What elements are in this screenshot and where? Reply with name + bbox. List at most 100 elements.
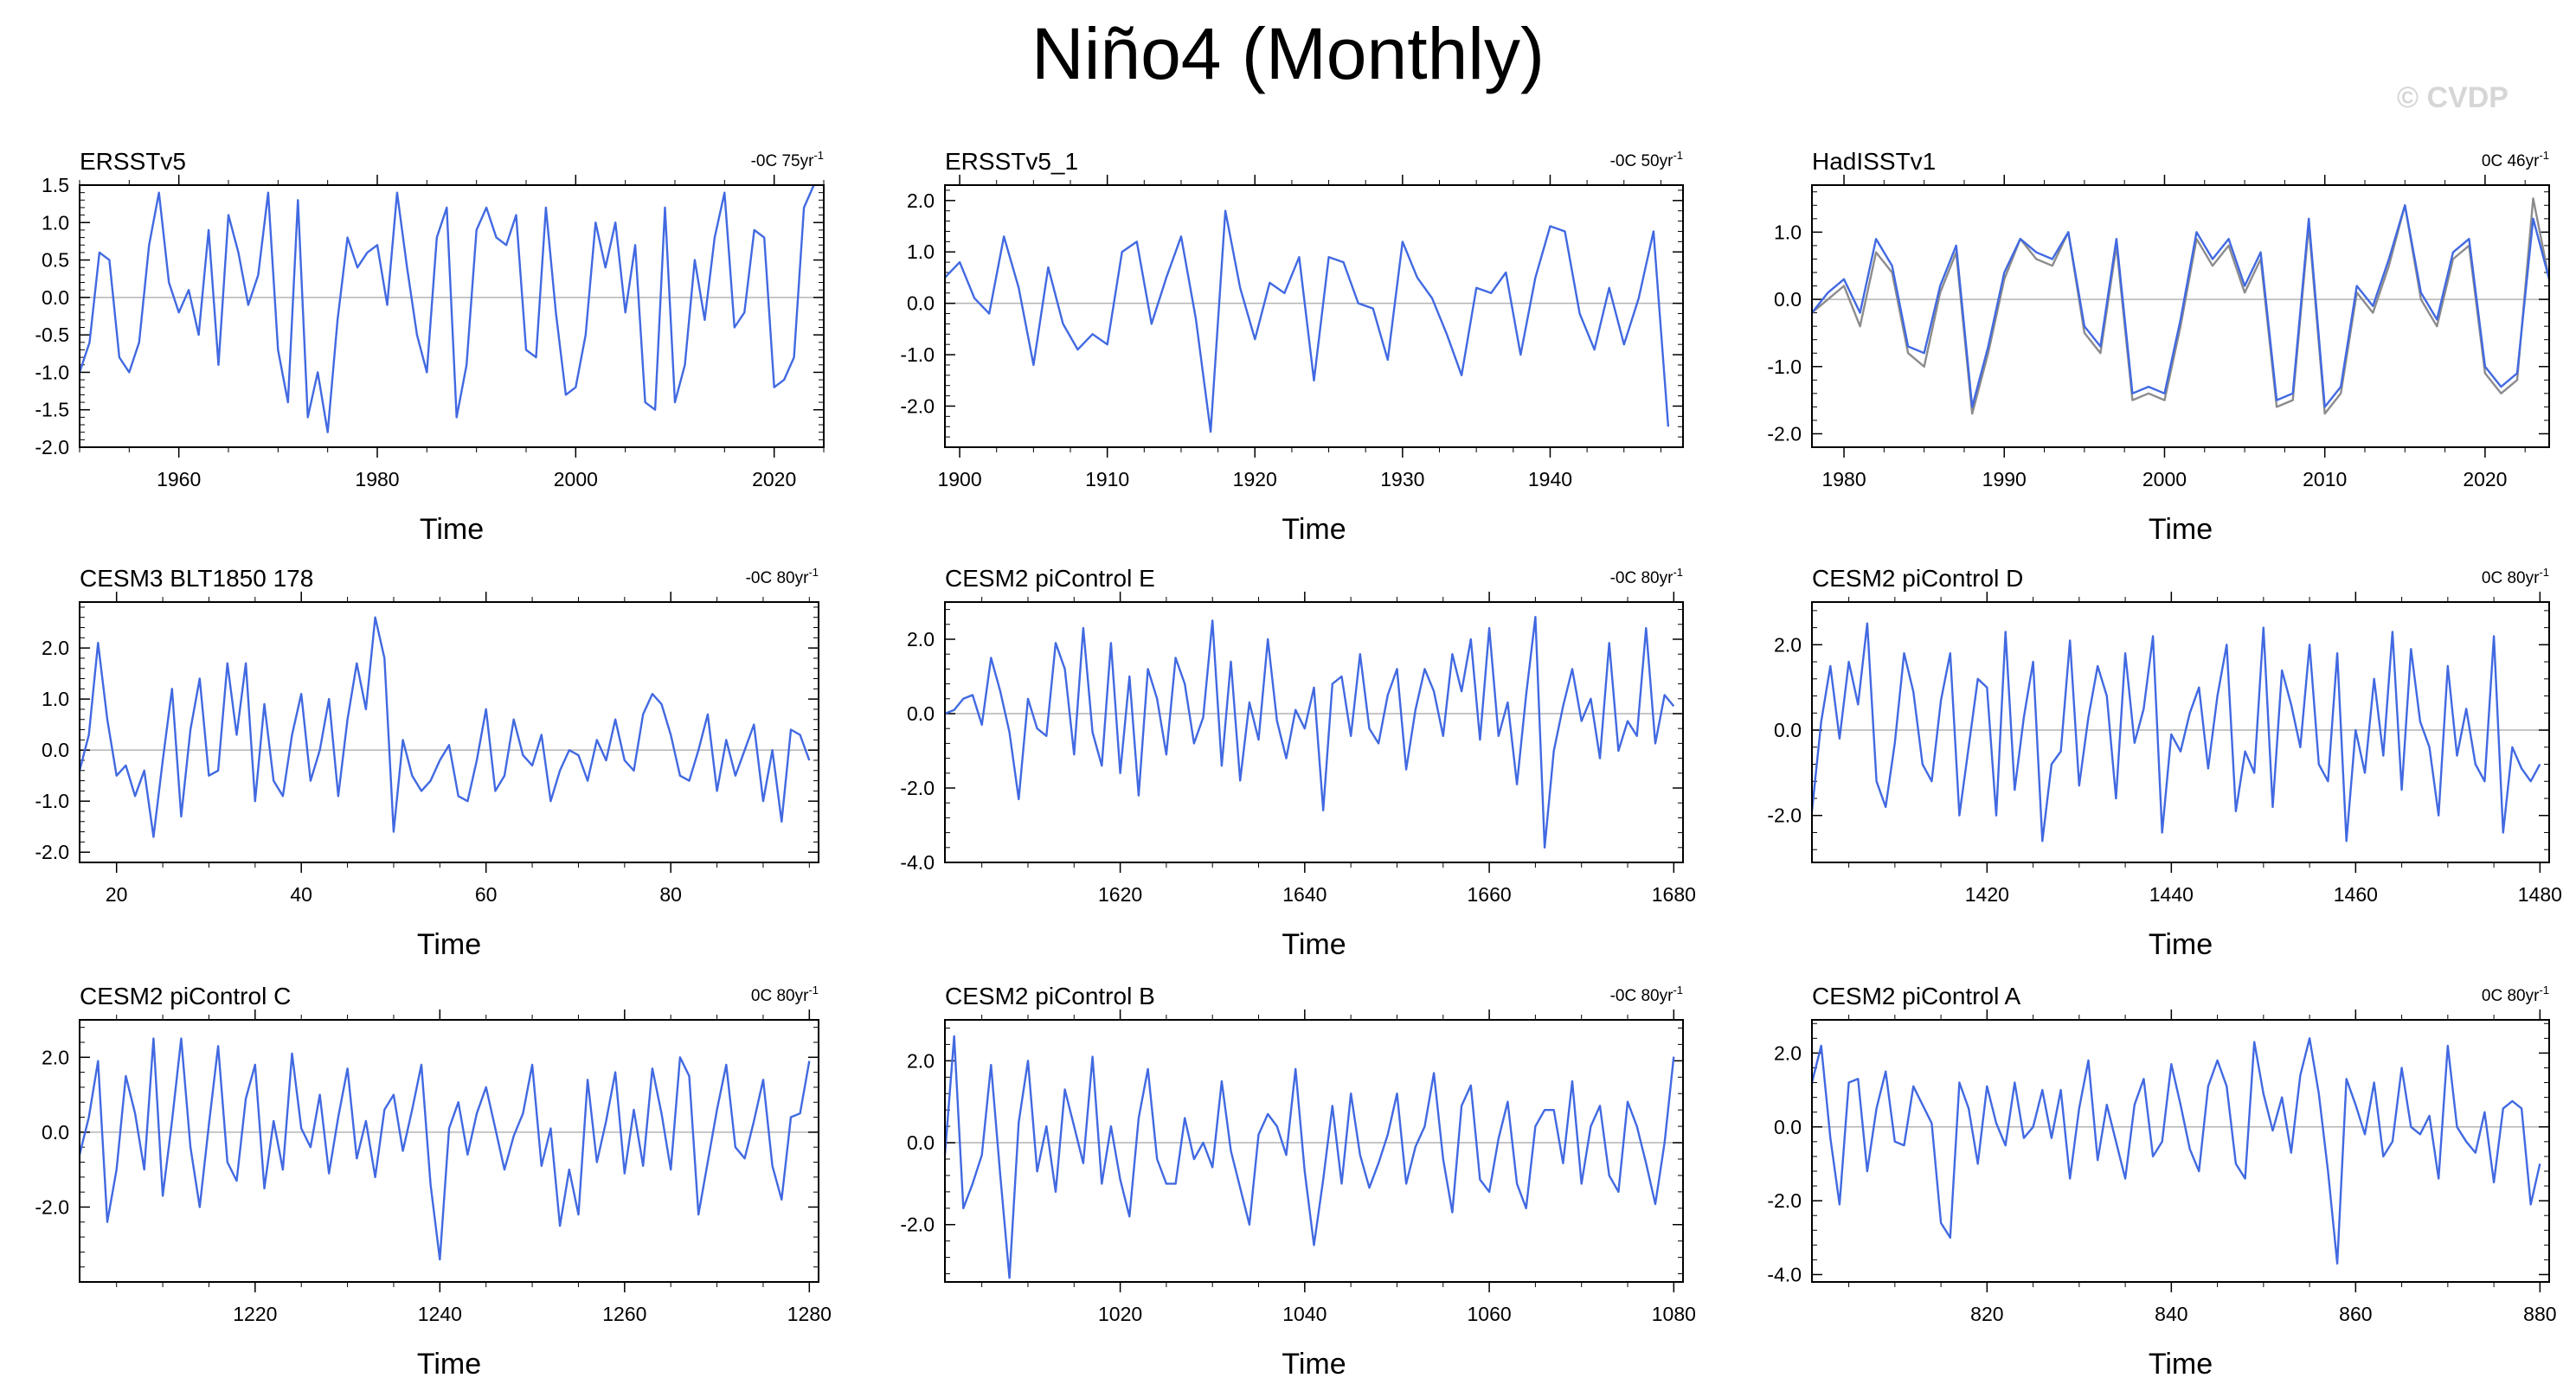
panel-title: CESM2 piControl A (1812, 983, 2021, 1009)
y-tick-label: 0.0 (42, 739, 69, 761)
chart-panel-6: CESM2 piControl D 0C 80yr-1 -2.0 0.0 2.0 1420… (1767, 565, 2562, 961)
y-tick-label: -2.0 (35, 436, 69, 458)
x-tick-label: 1440 (2149, 883, 2194, 906)
y-tick-label: 0.0 (42, 286, 69, 309)
trend-label: -0C 75yr-1 (751, 149, 824, 170)
y-tick-label: 1.0 (42, 688, 69, 710)
plot-frame (79, 601, 819, 863)
y-tick-label: 2.0 (1774, 1041, 1802, 1064)
x-axis-label: Time (417, 1348, 481, 1381)
trend-label: -0C 50yr-1 (1610, 149, 1683, 170)
x-tick-label: 2000 (2142, 468, 2187, 490)
watermark: © CVDP (2397, 81, 2509, 114)
x-tick-label: 60 (475, 883, 498, 906)
y-tick-label: 0.0 (907, 702, 935, 725)
series-line-2 (1811, 197, 2551, 415)
x-tick-label: 1420 (1965, 883, 2009, 906)
y-tick-label: -0.5 (35, 324, 69, 346)
y-tick-label: -2.0 (1767, 1189, 1802, 1212)
y-tick-label: -1.0 (35, 790, 69, 812)
y-tick-label: -1.0 (1767, 356, 1802, 378)
x-tick-label: 1660 (1468, 883, 1512, 906)
y-tick-label: 0.0 (1774, 719, 1802, 741)
y-tick-label: -4.0 (900, 851, 935, 874)
y-tick-label: 0.5 (42, 249, 69, 272)
series-line-1 (1810, 1037, 2541, 1265)
x-tick-label: 1460 (2334, 883, 2378, 906)
y-tick-label: 0.0 (1774, 288, 1802, 311)
x-tick-label: 2020 (752, 468, 796, 490)
x-tick-label: 1020 (1098, 1303, 1142, 1325)
y-tick-label: 0.0 (907, 292, 935, 315)
x-axis-label: Time (417, 928, 481, 961)
chart-panel-3: HadISSTv1 0C 46yr-1 -2.0 -1.0 0.0 1.0 1980 1990… (1767, 148, 2551, 546)
x-tick-label: 1960 (157, 468, 201, 490)
trend-label: -0C 80yr-1 (1610, 566, 1683, 587)
plot-frame (1811, 601, 2550, 863)
x-tick-label: 1620 (1098, 883, 1142, 906)
panel-title: ERSSTv5 (80, 148, 186, 175)
x-tick-label: 860 (2339, 1303, 2372, 1325)
x-tick-label: 1040 (1282, 1303, 1327, 1325)
y-tick-label: 2.0 (907, 628, 935, 650)
x-tick-label: 820 (1970, 1303, 2003, 1325)
x-axis-label: Time (2149, 928, 2213, 961)
x-axis-label: Time (2149, 513, 2213, 546)
x-tick-label: 1640 (1282, 883, 1327, 906)
x-tick-label: 840 (2155, 1303, 2187, 1325)
x-tick-label: 1930 (1380, 468, 1424, 490)
y-tick-label: 0.0 (1774, 1116, 1802, 1138)
chart-panel-2: ERSSTv5_1 -0C 50yr-1 -2.0 -1.0 0.0 1.0 2.0 1900… (900, 148, 1684, 546)
series-line-1 (78, 616, 811, 838)
x-tick-label: 1680 (1652, 883, 1696, 906)
x-tick-label: 1900 (937, 468, 981, 490)
y-tick-label: -2.0 (35, 841, 69, 863)
x-tick-label: 2010 (2303, 468, 2347, 490)
x-axis-label: Time (1282, 928, 1346, 961)
chart-panel-1: ERSSTv5 -0C 75yr-1 -2.0 -1.5 -1.0 -0.5 0.0 0.5 1… (35, 148, 825, 546)
y-tick-label: 0.0 (42, 1121, 69, 1144)
x-tick-label: 1480 (2518, 883, 2562, 906)
y-tick-label: -2.0 (35, 1195, 69, 1218)
x-axis-label: Time (1282, 1348, 1346, 1381)
x-tick-label: 2020 (2463, 468, 2507, 490)
plot-frame (79, 1019, 819, 1283)
plot-frame (944, 184, 1684, 448)
x-tick-label: 1060 (1468, 1303, 1512, 1325)
y-tick-label: 1.0 (1774, 221, 1802, 243)
chart-panel-4: CESM3 BLT1850 178 -0C 80yr-1 -2.0 -1.0 0.0 1.… (35, 565, 819, 961)
x-tick-label: 1220 (233, 1303, 277, 1325)
y-tick-label: -1.0 (35, 361, 69, 383)
plot-frame (944, 601, 1684, 863)
panel-title: HadISSTv1 (1812, 148, 1936, 175)
y-tick-label: -2.0 (900, 1214, 935, 1236)
series-line-1 (943, 1035, 1675, 1279)
x-tick-label: 40 (290, 883, 312, 906)
page-title: Niño4 (Monthly) (1031, 13, 1545, 94)
y-tick-label: 1.5 (42, 174, 69, 196)
x-tick-label: 20 (106, 883, 128, 906)
x-axis-label: Time (1282, 513, 1346, 546)
y-tick-label: -1.0 (900, 343, 935, 366)
panel-title: CESM2 piControl B (945, 983, 1155, 1009)
series-line-1 (78, 1037, 811, 1261)
chart-panel-5: CESM2 piControl E -0C 80yr-1 -4.0 -2.0 0.0 2.… (900, 565, 1696, 961)
chart-panel-9: CESM2 piControl A 0C 80yr-1 -4.0 -2.0 0.0 2.0… (1767, 983, 2556, 1381)
x-tick-label: 1920 (1233, 468, 1277, 490)
x-tick-label: 1980 (1821, 468, 1866, 490)
plot-frame (1811, 184, 2550, 448)
trend-label: 0C 46yr-1 (2482, 149, 2549, 170)
y-tick-label: 2.0 (1774, 633, 1802, 656)
x-axis-label: Time (2149, 1348, 2213, 1381)
y-tick-label: -1.5 (35, 399, 69, 421)
y-tick-label: 2.0 (907, 1049, 935, 1072)
series-line-1 (78, 184, 815, 433)
x-tick-label: 1280 (787, 1303, 832, 1325)
x-tick-label: 1940 (1528, 468, 1572, 490)
y-tick-label: -4.0 (1767, 1263, 1802, 1285)
x-axis-label: Time (420, 513, 484, 546)
chart-panel-7: CESM2 piControl C 0C 80yr-1 -2.0 0.0 2.0 1220… (35, 983, 832, 1381)
y-tick-label: 2.0 (907, 189, 935, 212)
x-tick-label: 2000 (554, 468, 598, 490)
y-tick-label: 1.0 (907, 240, 935, 263)
